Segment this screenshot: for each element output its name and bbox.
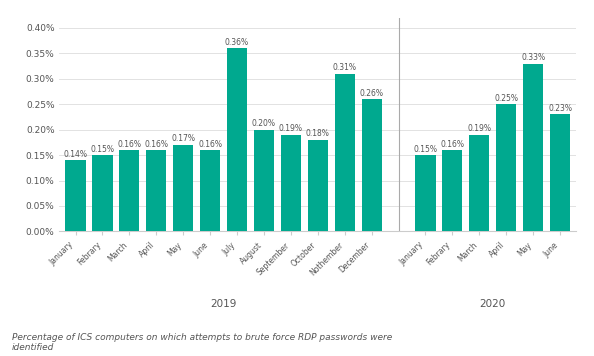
Text: 0.15%: 0.15% xyxy=(90,145,115,153)
Text: 0.16%: 0.16% xyxy=(144,140,168,148)
Bar xyxy=(334,74,355,231)
Bar xyxy=(93,155,112,231)
Text: 0.19%: 0.19% xyxy=(467,124,491,133)
Text: 0.14%: 0.14% xyxy=(64,150,87,159)
Text: 0.33%: 0.33% xyxy=(521,53,545,62)
Bar xyxy=(119,150,140,231)
Text: 0.36%: 0.36% xyxy=(225,38,249,47)
Bar xyxy=(254,130,274,231)
Bar xyxy=(200,150,220,231)
Bar xyxy=(523,64,543,231)
Bar xyxy=(362,99,382,231)
Bar xyxy=(443,150,463,231)
Text: 0.16%: 0.16% xyxy=(198,140,222,148)
Text: 0.26%: 0.26% xyxy=(359,89,384,98)
Text: 0.23%: 0.23% xyxy=(548,104,572,113)
Bar xyxy=(550,114,570,231)
Text: 0.18%: 0.18% xyxy=(306,129,330,138)
Bar xyxy=(173,145,193,231)
Bar xyxy=(415,155,435,231)
Text: 0.20%: 0.20% xyxy=(252,119,276,128)
Bar xyxy=(65,160,86,231)
Bar xyxy=(227,48,247,231)
Text: 0.25%: 0.25% xyxy=(494,94,518,103)
Bar xyxy=(496,104,516,231)
Bar xyxy=(469,135,489,231)
Bar xyxy=(146,150,166,231)
Bar xyxy=(281,135,301,231)
Text: 0.17%: 0.17% xyxy=(171,135,195,143)
Text: 2019: 2019 xyxy=(210,299,237,309)
Text: 0.16%: 0.16% xyxy=(118,140,141,148)
Text: 2020: 2020 xyxy=(479,299,506,309)
Bar xyxy=(308,140,328,231)
Text: 0.31%: 0.31% xyxy=(333,63,357,72)
Text: 0.15%: 0.15% xyxy=(413,145,437,153)
Text: 0.16%: 0.16% xyxy=(440,140,465,148)
Text: 0.19%: 0.19% xyxy=(279,124,303,133)
Text: Percentage of ICS computers on which attempts to brute force RDP passwords were
: Percentage of ICS computers on which att… xyxy=(12,333,392,352)
